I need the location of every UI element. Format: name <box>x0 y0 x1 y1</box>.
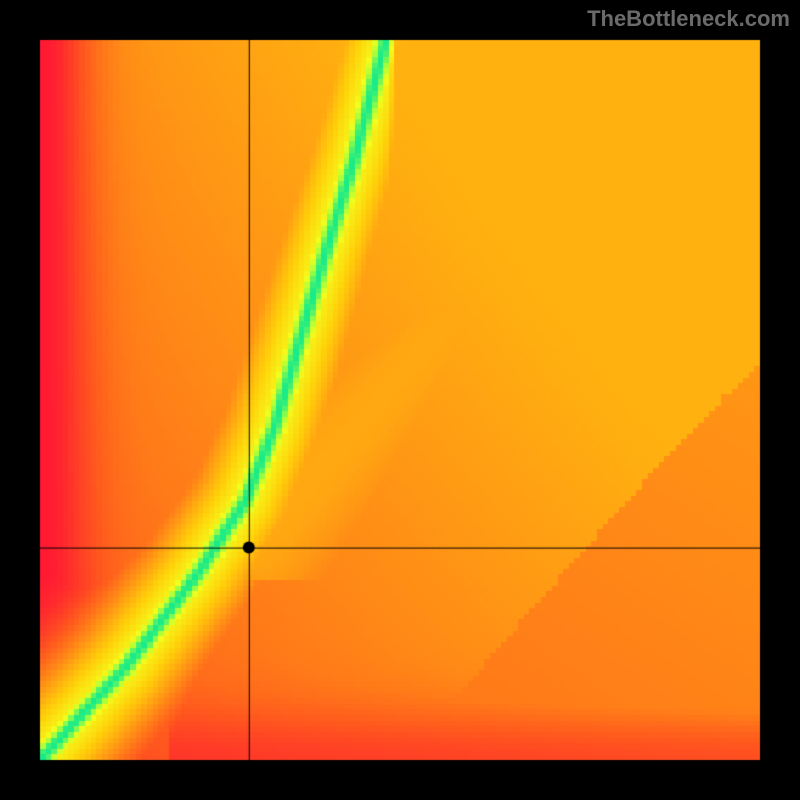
bottleneck-heatmap <box>0 0 800 800</box>
source-watermark: TheBottleneck.com <box>587 6 790 32</box>
chart-container: TheBottleneck.com <box>0 0 800 800</box>
